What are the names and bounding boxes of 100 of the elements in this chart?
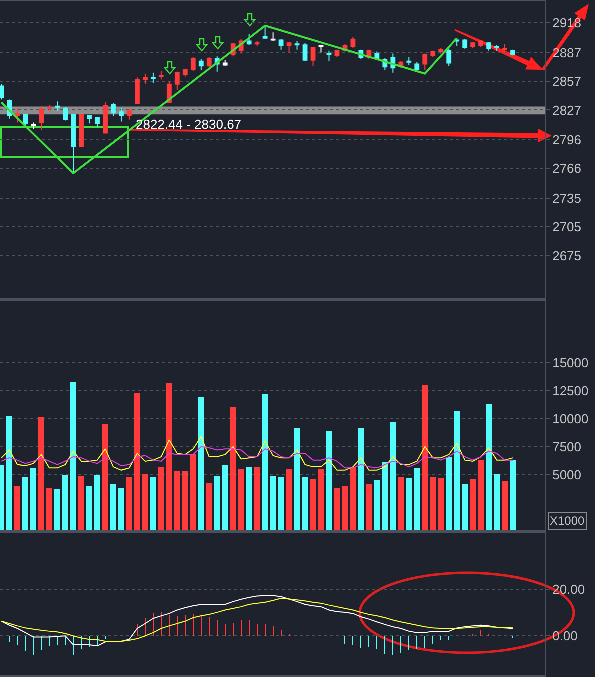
- candlestick: [414, 62, 420, 70]
- candlestick: [510, 49, 516, 56]
- candlestick: [119, 108, 124, 122]
- bar: [94, 474, 100, 531]
- candlestick: [502, 44, 508, 54]
- bar: [182, 472, 188, 531]
- candlestick: [111, 103, 116, 116]
- candlestick: [15, 108, 20, 124]
- bar: [486, 404, 492, 531]
- candlestick: [71, 114, 76, 175]
- candlestick: [79, 114, 84, 148]
- candlestick: [462, 38, 468, 50]
- candlestick: [446, 47, 452, 67]
- bar: [110, 484, 116, 531]
- candlestick: [198, 58, 204, 70]
- bar: [382, 462, 388, 531]
- bar: [366, 484, 372, 531]
- y-tick-label: 20.00: [552, 582, 586, 597]
- candlestick: [103, 102, 108, 134]
- candlestick: [494, 44, 500, 52]
- bar: [342, 486, 348, 531]
- bar: [38, 418, 45, 531]
- candlestick: [326, 50, 332, 62]
- bar: [134, 393, 140, 531]
- candlestick: [47, 104, 52, 112]
- bar: [318, 469, 324, 531]
- bar: [510, 460, 516, 531]
- candlestick: [430, 50, 436, 58]
- bar: [86, 486, 92, 531]
- bar: [0, 464, 5, 531]
- bar: [326, 431, 332, 531]
- bar: [46, 488, 53, 531]
- candlestick: [127, 110, 132, 120]
- candlestick: [270, 32, 276, 42]
- bar: [302, 477, 308, 531]
- bar: [262, 394, 268, 531]
- candlestick: [55, 101, 60, 112]
- bar: [406, 478, 412, 531]
- candlestick: [422, 53, 428, 70]
- bar: [310, 479, 316, 531]
- y-tick-label: 10000: [552, 411, 589, 426]
- band-label: 2822.44 - 2830.67: [136, 117, 242, 132]
- bar: [126, 477, 132, 531]
- candlestick: [87, 114, 92, 124]
- bar: [446, 456, 452, 531]
- candlestick: [486, 42, 492, 52]
- candlestick: [438, 47, 444, 54]
- y-tick-label: 2827: [552, 102, 582, 118]
- candlestick: [0, 84, 4, 100]
- candlestick: [254, 40, 260, 47]
- bar: [230, 408, 236, 531]
- bar: [214, 476, 220, 531]
- y-tick-label: 2796: [552, 132, 582, 148]
- candlestick: [206, 57, 212, 68]
- bar: [158, 467, 164, 531]
- candlestick: [286, 42, 292, 54]
- bar: [238, 469, 244, 531]
- candlestick: [142, 73, 148, 85]
- candlestick: [182, 68, 188, 78]
- candlestick: [310, 46, 316, 67]
- candlestick: [246, 34, 252, 46]
- bar: [142, 474, 148, 531]
- y-tick-label: 2705: [552, 220, 582, 235]
- bar: [150, 477, 156, 531]
- bar: [502, 482, 508, 531]
- bar: [222, 464, 228, 531]
- bar: [470, 479, 476, 531]
- candlestick: [63, 106, 68, 122]
- bar: [494, 474, 500, 531]
- candlestick: [23, 114, 28, 126]
- y-tick-label: 2766: [552, 161, 582, 176]
- candlestick: [222, 60, 228, 67]
- bar: [398, 477, 404, 531]
- bar: [430, 477, 436, 531]
- bar: [166, 382, 172, 531]
- bar: [390, 422, 396, 531]
- y-tick-label: 2857: [552, 74, 582, 90]
- candlestick: [134, 77, 140, 104]
- candlestick: [158, 70, 164, 80]
- bar: [478, 460, 484, 531]
- candlestick: [150, 72, 156, 84]
- text: X1000: [550, 514, 586, 528]
- line-series: [1, 436, 514, 471]
- candlestick: [39, 106, 44, 131]
- candlestick: [318, 44, 324, 54]
- bar: [246, 467, 252, 531]
- bar: [334, 488, 340, 531]
- bar: [374, 480, 380, 531]
- bar: [198, 397, 204, 531]
- y-tick-label: 5000: [552, 467, 582, 482]
- candlestick: [478, 40, 484, 48]
- y-tick-label: 0.00: [552, 628, 578, 644]
- bar: [254, 467, 260, 531]
- bar: [190, 454, 196, 531]
- bar: [294, 428, 300, 531]
- bar: [422, 385, 428, 531]
- y-tick-label: 2735: [552, 190, 582, 206]
- candlestick: [302, 42, 308, 62]
- bar: [350, 467, 356, 531]
- bar: [70, 382, 77, 531]
